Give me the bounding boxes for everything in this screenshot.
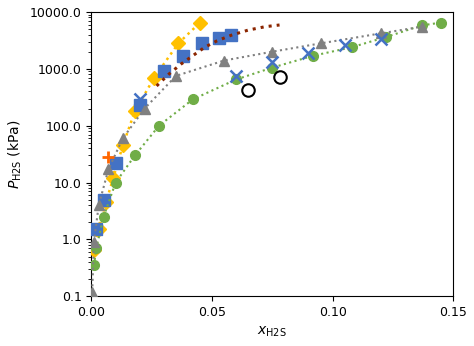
- Y-axis label: $P_\mathrm{H2S}$ (kPa): $P_\mathrm{H2S}$ (kPa): [7, 119, 24, 189]
- X-axis label: $x_\mathrm{H2S}$: $x_\mathrm{H2S}$: [257, 325, 287, 339]
